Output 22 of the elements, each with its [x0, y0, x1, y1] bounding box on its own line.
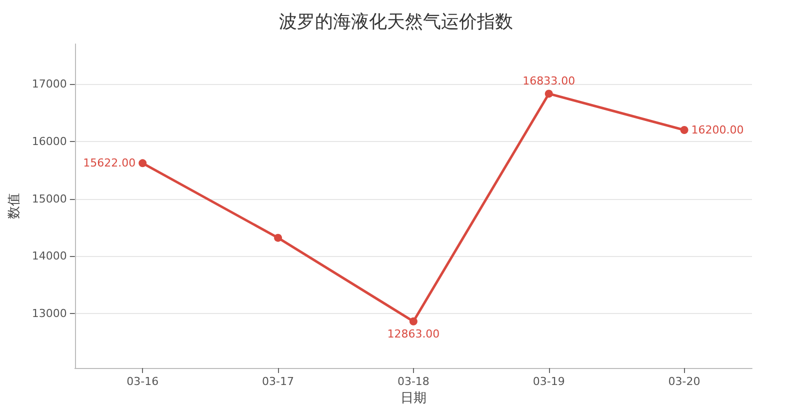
- x-tick-label: 03-17: [262, 375, 294, 388]
- point: [544, 90, 553, 98]
- data-label: 16200.00: [691, 124, 744, 137]
- x-axis-title: 日期: [400, 391, 426, 406]
- x-tick-label: 03-20: [668, 375, 700, 388]
- y-axis-title: 数值: [7, 193, 22, 219]
- point: [680, 126, 688, 134]
- data-label: 15622.00: [83, 156, 136, 170]
- point: [274, 234, 282, 242]
- data-label: 12863.00: [387, 327, 440, 340]
- chart-title: 波罗的海液化天然气运价指数: [279, 12, 513, 32]
- point: [138, 159, 147, 168]
- point: [409, 317, 418, 326]
- y-tick-label: 17000: [32, 78, 67, 91]
- x-tick-label: 03-19: [532, 375, 565, 388]
- x-tick-label: 03-16: [126, 375, 159, 388]
- y-tick-label: 15000: [32, 192, 67, 206]
- y-tick-label: 13000: [32, 307, 67, 320]
- y-tick-label: 14000: [32, 250, 67, 263]
- y-tick-label: 16000: [32, 134, 67, 148]
- data-label: 16833.00: [522, 74, 576, 88]
- x-tick-label: 03-18: [397, 375, 430, 388]
